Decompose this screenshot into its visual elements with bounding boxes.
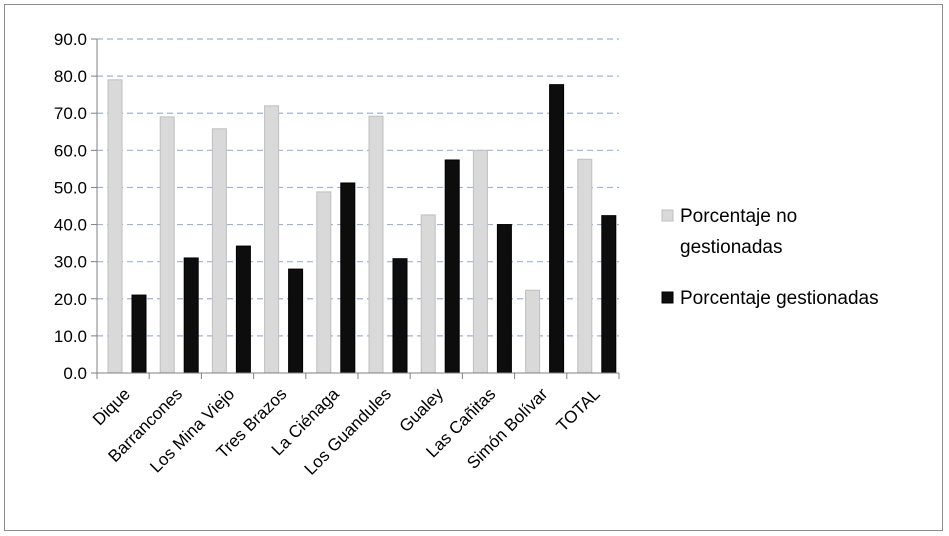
bar-gestionadas [288, 268, 304, 374]
y-tick-label: 60.0 [54, 141, 87, 160]
bar-no-gestionadas [577, 158, 593, 374]
x-tick-label: Dique [89, 384, 134, 429]
bars [107, 79, 617, 374]
bar-gestionadas [183, 257, 199, 374]
bar-gestionadas [496, 224, 512, 374]
bar-gestionadas [601, 215, 617, 374]
y-tick-label: 90.0 [54, 30, 87, 49]
x-tick-label: TOTAL [553, 384, 604, 435]
bar-no-gestionadas [420, 214, 436, 374]
legend-label-gestionadas: Porcentaje gestionadas [680, 288, 879, 309]
y-tick-label: 30.0 [54, 253, 87, 272]
y-tick-labels: 0.0 10.0 20.0 30.0 40.0 50.0 60.0 70.0 80.0 90.0 [54, 30, 87, 383]
bar-no-gestionadas [107, 79, 123, 374]
bar-gestionadas [340, 182, 356, 374]
axes [91, 38, 620, 379]
bar-no-gestionadas [211, 128, 227, 374]
legend-label-no-gestionadas: gestionadas [680, 237, 782, 258]
y-tick-label: 0.0 [63, 364, 87, 383]
bar-gestionadas [549, 84, 565, 374]
y-tick-label: 10.0 [54, 327, 87, 346]
x-tick-label: Gualey [396, 384, 448, 436]
bar-no-gestionadas [264, 105, 280, 374]
bar-no-gestionadas [368, 115, 384, 374]
gridlines [97, 38, 619, 337]
bar-gestionadas [444, 159, 460, 374]
legend-swatch-gestionadas [661, 291, 674, 304]
y-tick-label: 40.0 [54, 216, 87, 235]
bar-no-gestionadas [525, 289, 541, 374]
legend-swatch-no-gestionadas [661, 209, 674, 222]
y-tick-label: 50.0 [54, 178, 87, 197]
bar-no-gestionadas [159, 116, 175, 374]
y-tick-label: 80.0 [54, 67, 87, 86]
bar-gestionadas [392, 258, 408, 374]
bar-no-gestionadas [316, 191, 332, 374]
bar-no-gestionadas [472, 149, 488, 374]
bar-gestionadas [235, 245, 251, 374]
legend: Porcentaje no gestionadas Porcentaje gesti… [661, 206, 879, 309]
bar-gestionadas [131, 294, 147, 374]
y-tick-label: 70.0 [54, 104, 87, 123]
y-tick-label: 20.0 [54, 290, 87, 309]
legend-label-no-gestionadas: Porcentaje no [680, 206, 797, 227]
